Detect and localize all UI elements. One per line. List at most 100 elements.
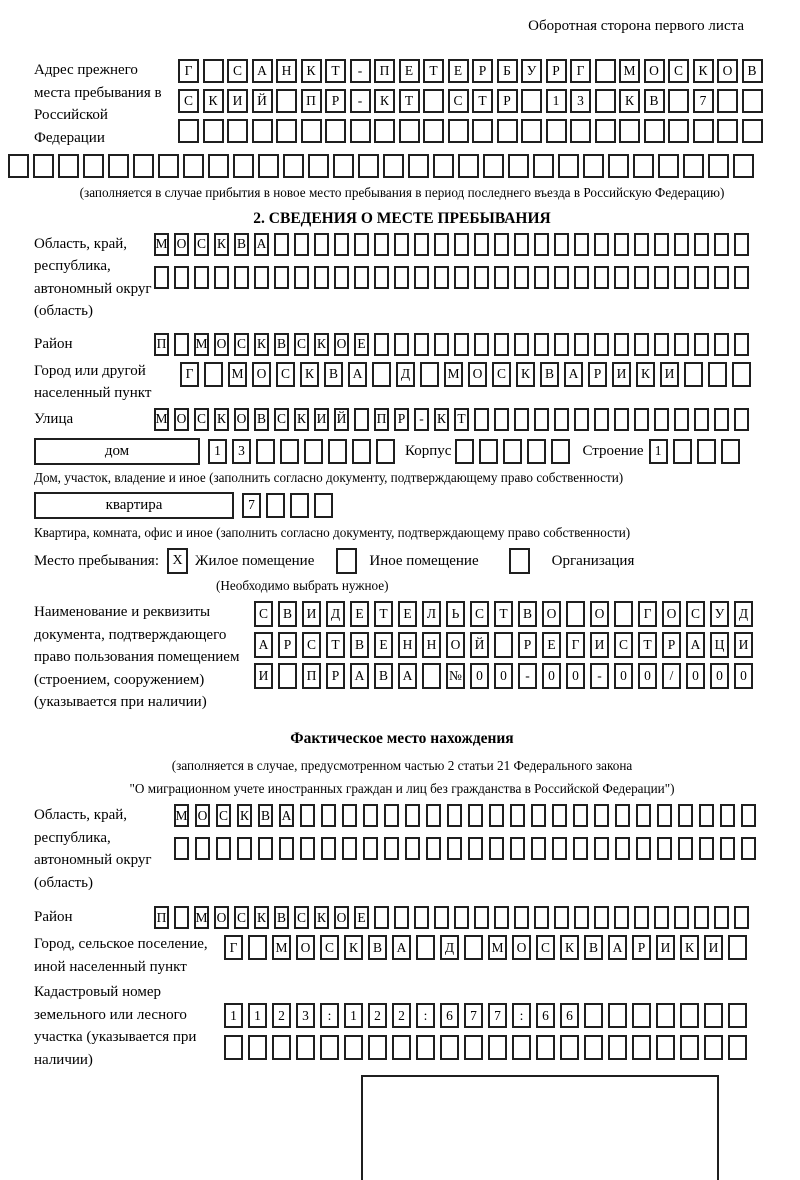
char-box-empty bbox=[454, 332, 469, 356]
char-box-empty bbox=[274, 265, 289, 289]
char-box-empty bbox=[266, 492, 285, 518]
char-box-empty bbox=[514, 265, 529, 289]
char-box-empty bbox=[514, 407, 529, 431]
stroenie-label: Строение bbox=[582, 443, 644, 460]
char-box-empty bbox=[614, 332, 629, 356]
char-box-empty bbox=[383, 154, 404, 178]
char-box-filled: В bbox=[274, 906, 289, 930]
char-box-filled: О bbox=[214, 906, 229, 930]
char-box-filled: С bbox=[470, 601, 489, 628]
char-box-empty bbox=[615, 837, 630, 861]
char-box-empty bbox=[594, 89, 616, 113]
char-box-filled: 0 bbox=[566, 663, 585, 690]
char-box-filled: 3 bbox=[232, 438, 251, 464]
char-box-empty bbox=[594, 59, 616, 83]
char-box-empty bbox=[668, 89, 689, 113]
char-box-filled: О bbox=[468, 361, 487, 387]
char-box-filled: Е bbox=[354, 906, 369, 930]
char-box-empty bbox=[594, 837, 609, 861]
char-box-empty bbox=[643, 119, 665, 143]
char-box-empty bbox=[474, 265, 489, 289]
char-box-empty bbox=[614, 265, 629, 289]
house-caption: Дом, участок, владение и иное (заполнить… bbox=[34, 469, 624, 485]
char-box-filled: М bbox=[194, 332, 209, 356]
prev-address-block: Адрес прежнего места пребывания в Россий… bbox=[34, 59, 770, 149]
char-box-empty bbox=[699, 804, 714, 828]
char-box-empty bbox=[634, 232, 649, 256]
char-box-filled: К bbox=[636, 361, 655, 387]
char-box-empty bbox=[704, 1003, 723, 1029]
char-box-empty bbox=[374, 332, 389, 356]
char-box-filled: К bbox=[516, 361, 535, 387]
char-box-empty bbox=[494, 632, 513, 659]
char-box-empty bbox=[574, 232, 589, 256]
char-box-filled: : bbox=[512, 1003, 531, 1029]
char-box-empty bbox=[728, 935, 747, 961]
char-box-empty bbox=[458, 154, 479, 178]
char-box-empty bbox=[514, 906, 529, 930]
actual-region-block: Область, край, республика, автономный ок… bbox=[34, 804, 770, 894]
stay-type-option-organization: Организация bbox=[551, 552, 635, 569]
char-box-filled: И bbox=[590, 632, 609, 659]
char-box-filled: К bbox=[692, 59, 714, 83]
char-box-empty bbox=[608, 154, 629, 178]
char-box-empty bbox=[534, 407, 549, 431]
char-box-empty bbox=[374, 119, 395, 143]
char-box-empty bbox=[654, 407, 669, 431]
char-box-empty bbox=[314, 492, 333, 518]
char-box-empty bbox=[420, 361, 439, 387]
char-box-filled: 3 bbox=[296, 1003, 315, 1029]
char-box-filled: Р bbox=[326, 663, 345, 690]
char-box-filled: Т bbox=[494, 601, 513, 628]
char-box-filled: 1 bbox=[208, 438, 227, 464]
char-box-empty bbox=[510, 837, 525, 861]
char-box-empty bbox=[258, 837, 273, 861]
char-box-filled: Н bbox=[422, 632, 441, 659]
char-box-empty bbox=[283, 154, 304, 178]
char-box-filled: К bbox=[619, 89, 640, 113]
char-box-empty bbox=[352, 438, 371, 464]
doc-block: Наименование и реквизиты документа, подт… bbox=[34, 601, 770, 714]
char-box-filled: Т bbox=[423, 59, 444, 83]
char-box-empty bbox=[521, 89, 542, 113]
char-box-filled: О bbox=[334, 906, 349, 930]
actual-location-caption-2: "О миграционном учете иностранных гражда… bbox=[129, 780, 675, 796]
char-box-empty bbox=[741, 804, 756, 828]
char-box-empty bbox=[248, 935, 267, 961]
char-box-empty bbox=[654, 332, 669, 356]
char-box-filled: 7 bbox=[242, 492, 261, 518]
char-box-empty bbox=[551, 438, 571, 464]
char-box-empty bbox=[274, 232, 289, 256]
char-box-empty bbox=[696, 438, 716, 464]
char-box-empty bbox=[426, 804, 441, 828]
actual-region-label: Область, край, республика, автономный ок… bbox=[34, 807, 152, 891]
char-box-filled: К bbox=[254, 332, 269, 356]
char-box-filled: 1 bbox=[648, 438, 668, 464]
char-box-empty bbox=[314, 265, 329, 289]
char-box-empty bbox=[464, 935, 483, 961]
char-box-filled: С bbox=[276, 361, 295, 387]
char-box-filled: - bbox=[518, 663, 537, 690]
char-box-empty bbox=[278, 663, 297, 690]
char-box-empty bbox=[668, 119, 689, 143]
char-box-empty bbox=[58, 154, 79, 178]
char-box-empty bbox=[704, 1035, 723, 1061]
char-box-filled: С bbox=[614, 632, 633, 659]
char-box-filled: 6 bbox=[536, 1003, 555, 1029]
char-box-filled: Р bbox=[472, 59, 493, 83]
char-box-filled: Е bbox=[398, 59, 420, 83]
char-box-filled: С bbox=[234, 906, 249, 930]
char-box-filled: О bbox=[542, 601, 561, 628]
char-box-empty bbox=[594, 232, 609, 256]
char-box-empty bbox=[734, 332, 749, 356]
char-box-empty bbox=[434, 232, 449, 256]
char-box-empty bbox=[398, 119, 420, 143]
char-box-empty bbox=[554, 332, 569, 356]
char-box-filled: С bbox=[178, 89, 199, 113]
district-label: Район bbox=[34, 335, 73, 352]
char-box-empty bbox=[674, 906, 689, 930]
